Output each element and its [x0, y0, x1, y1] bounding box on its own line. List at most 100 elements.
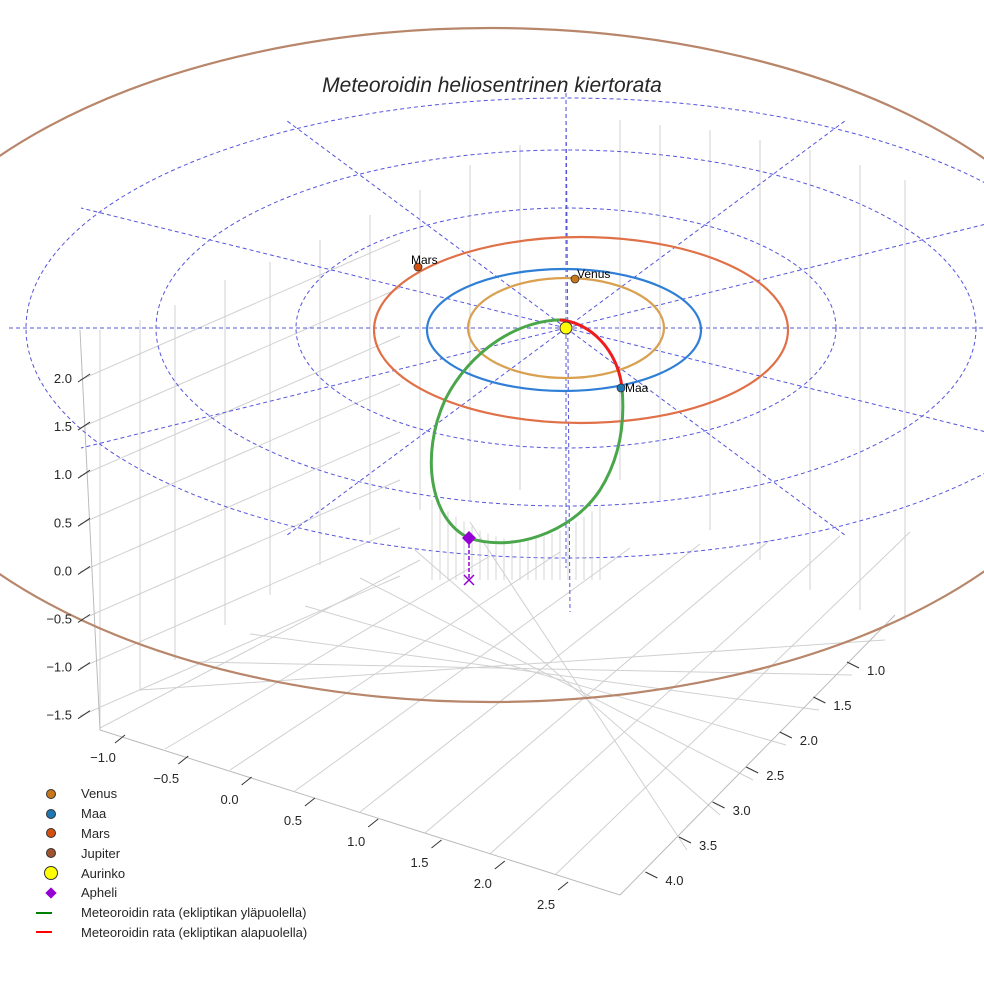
z-tick-label: −0.5: [46, 612, 72, 627]
legend-item: Meteoroidin rata (ekliptikan yläpuolella…: [36, 903, 307, 923]
venus-marker: [570, 274, 580, 284]
grid-line: [424, 539, 771, 834]
ecliptic-grid-spoke: [285, 327, 567, 537]
z-tick: [77, 565, 91, 575]
x-tick-label: 1.0: [347, 834, 365, 849]
legend-label: Meteoroidin rata (ekliptikan alapuolella…: [81, 924, 308, 940]
grid-line: [79, 527, 401, 669]
earth-orbit: [425, 267, 703, 393]
x-tick: [241, 776, 252, 786]
x-tick: [367, 818, 379, 828]
ecliptic-grid-spoke: [285, 119, 567, 329]
x-tick-label: 1.5: [410, 855, 428, 870]
legend-label: Apheli: [81, 885, 118, 901]
grid-line: [79, 335, 401, 477]
y-tick: [645, 871, 658, 879]
earth-marker: [616, 383, 626, 393]
legend-item: Meteoroidin rata (ekliptikan alapuolella…: [36, 923, 307, 943]
x-tick: [494, 860, 506, 870]
x-tick: [177, 755, 189, 765]
grid-line: [99, 559, 421, 729]
legend-item: Venus: [36, 784, 307, 804]
jupiter-orbit: [0, 27, 984, 703]
grid-line: [139, 639, 886, 691]
x-tick-label: −1.0: [90, 750, 116, 765]
z-tick: [77, 710, 91, 720]
grid-line: [230, 560, 880, 774]
circle-marker-icon: [44, 866, 58, 881]
grid-line: [360, 560, 880, 818]
venus-orbit: [466, 276, 666, 380]
x-tick-label: 2.0: [474, 876, 492, 891]
circle-marker-icon: [46, 828, 56, 839]
x-tick-label: 0.0: [221, 792, 239, 807]
grid-line: [270, 620, 695, 820]
z-tick-label: −1.5: [46, 708, 72, 723]
legend-item: Aurinko: [36, 863, 307, 883]
earth-label: Maa: [625, 381, 649, 395]
aphelion-projection-marker: [463, 574, 475, 586]
ecliptic-grid-spoke: [565, 119, 847, 329]
legend-label: Mars: [81, 825, 110, 841]
ecliptic-grid-spoke: [565, 327, 984, 432]
line-swatch-icon: [36, 911, 52, 914]
x-tick-label: −0.5: [153, 771, 179, 786]
ecliptic-grid-spoke: [80, 327, 567, 449]
grid-line: [359, 577, 754, 781]
z-tick: [77, 662, 91, 672]
line-swatch-icon: [36, 931, 52, 934]
legend-item: Apheli: [36, 883, 307, 903]
y-tick: [813, 696, 826, 704]
circle-marker-icon: [46, 848, 56, 859]
y-tick-label: 1.5: [833, 698, 851, 713]
z-tick-label: 1.5: [54, 419, 72, 434]
ecliptic-grid-spoke: [80, 207, 567, 329]
grid-line: [79, 431, 401, 573]
legend-label: Jupiter: [81, 845, 121, 861]
grid-line: [165, 560, 880, 752]
y-tick-label: 1.0: [867, 663, 885, 678]
y-tick-label: 2.0: [800, 733, 818, 748]
z-axis-line: [79, 329, 101, 731]
z-tick: [77, 373, 91, 383]
ecliptic-grid-spoke: [565, 327, 847, 537]
grid-line: [79, 383, 401, 525]
legend-label: Meteoroidin rata (ekliptikan yläpuolella…: [81, 905, 307, 921]
vertical-axis-dashed: [565, 99, 571, 613]
x-tick: [114, 734, 126, 744]
y-tick-label: 3.0: [733, 803, 751, 818]
grid-line: [489, 535, 841, 855]
z-tick: [77, 469, 91, 479]
grid-line: [240, 620, 794, 718]
y-tick: [779, 731, 793, 739]
grid-line: [79, 239, 401, 381]
legend-item: Maa: [36, 804, 307, 824]
grid-line: [294, 547, 631, 792]
z-tick-label: 2.0: [54, 371, 72, 386]
ecliptic-grid-spoke: [565, 224, 984, 329]
y-tick: [712, 801, 725, 809]
sun-marker: [559, 321, 573, 335]
circle-marker-icon: [46, 808, 56, 819]
chart-title: Meteoroidin heliosentrinen kiertorata: [322, 74, 662, 97]
x-tick: [304, 797, 316, 807]
y-tick: [678, 836, 692, 844]
z-tick: [77, 614, 91, 623]
aphelion-marker: [462, 531, 476, 545]
x-tick-label: 0.5: [284, 813, 302, 828]
z-tick-label: 0.5: [54, 515, 72, 530]
z-tick-label: 0.0: [54, 563, 72, 578]
z-tick: [77, 517, 91, 527]
meteoroid-orbit-above: [429, 318, 625, 545]
grid-line: [304, 605, 787, 746]
grid-line: [79, 287, 401, 429]
venus-label: Venus: [577, 267, 610, 281]
y-tick-label: 2.5: [766, 768, 784, 783]
grid-line: [469, 521, 688, 851]
grid-line: [164, 555, 491, 750]
x-tick: [431, 839, 442, 849]
legend: Venus Maa Mars Jupiter Aurinko Apheli Meteoroi…: [36, 784, 307, 942]
grid-line: [220, 620, 860, 650]
